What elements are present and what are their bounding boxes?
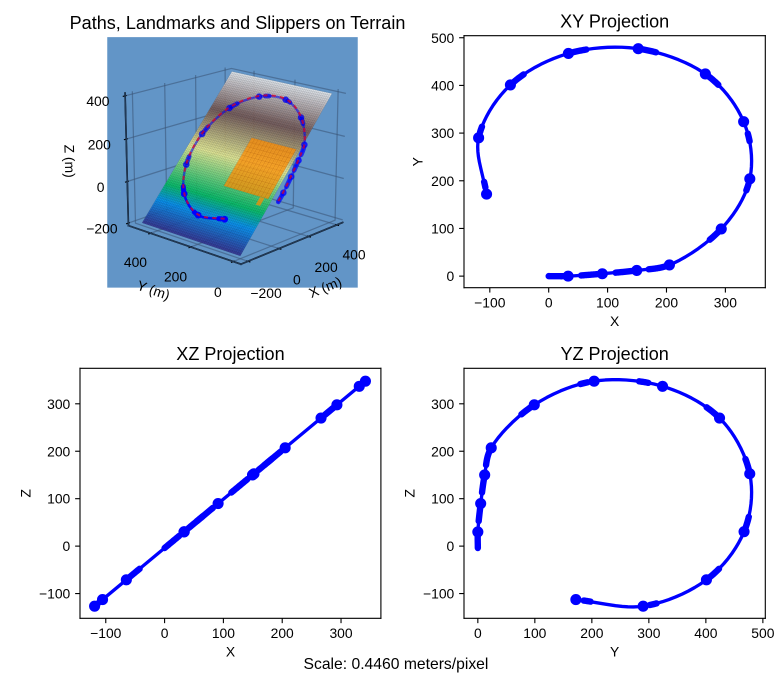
svg-text:0: 0 (97, 179, 105, 195)
svg-text:500: 500 (431, 30, 454, 46)
svg-text:100: 100 (212, 625, 235, 641)
svg-text:−100: −100 (423, 586, 455, 602)
svg-text:−200: −200 (250, 285, 282, 301)
svg-text:−200: −200 (86, 221, 118, 237)
svg-text:YZ Projection: YZ Projection (560, 344, 668, 364)
svg-text:300: 300 (714, 294, 737, 310)
svg-text:200: 200 (164, 269, 187, 285)
svg-text:100: 100 (47, 491, 70, 507)
svg-text:300: 300 (637, 625, 660, 641)
svg-text:400: 400 (342, 247, 365, 263)
svg-text:Y: Y (410, 157, 426, 166)
svg-text:0: 0 (447, 538, 455, 554)
svg-text:XZ Projection: XZ Projection (176, 344, 284, 364)
svg-text:0: 0 (474, 625, 482, 641)
svg-text:200: 200 (431, 443, 454, 459)
svg-text:Z (m): Z (m) (61, 144, 78, 178)
svg-text:200: 200 (47, 443, 70, 459)
svg-text:100: 100 (431, 491, 454, 507)
svg-text:200: 200 (431, 173, 454, 189)
svg-text:100: 100 (431, 220, 454, 236)
svg-text:Scale: 0.4460 meters/pixel: Scale: 0.4460 meters/pixel (304, 656, 489, 673)
svg-text:300: 300 (431, 396, 454, 412)
svg-text:0: 0 (63, 538, 71, 554)
svg-text:Paths, Landmarks and Slippers: Paths, Landmarks and Slippers on Terrain (70, 13, 406, 33)
svg-text:300: 300 (431, 125, 454, 141)
svg-text:X: X (226, 644, 235, 660)
svg-text:400: 400 (694, 625, 717, 641)
svg-text:400: 400 (431, 77, 454, 93)
svg-text:300: 300 (329, 625, 352, 641)
svg-text:Z: Z (18, 489, 34, 498)
svg-text:0: 0 (545, 294, 553, 310)
svg-text:−100: −100 (39, 586, 71, 602)
svg-text:−100: −100 (474, 294, 506, 310)
svg-text:300: 300 (47, 396, 70, 412)
svg-text:200: 200 (315, 259, 338, 275)
svg-text:−100: −100 (90, 625, 122, 641)
svg-text:0: 0 (447, 268, 455, 284)
svg-text:200: 200 (88, 136, 111, 152)
svg-text:0: 0 (161, 625, 169, 641)
svg-text:X: X (610, 313, 619, 329)
svg-text:XY Projection: XY Projection (560, 11, 669, 31)
svg-text:0: 0 (293, 272, 301, 288)
svg-text:200: 200 (580, 625, 603, 641)
svg-text:Z: Z (402, 489, 418, 498)
svg-text:200: 200 (271, 625, 294, 641)
svg-text:400: 400 (86, 93, 109, 109)
svg-text:100: 100 (523, 625, 546, 641)
svg-text:0: 0 (214, 284, 222, 300)
svg-text:200: 200 (655, 294, 678, 310)
svg-text:100: 100 (596, 294, 619, 310)
svg-text:500: 500 (751, 625, 774, 641)
svg-text:Y: Y (610, 644, 619, 660)
svg-text:400: 400 (124, 254, 147, 270)
